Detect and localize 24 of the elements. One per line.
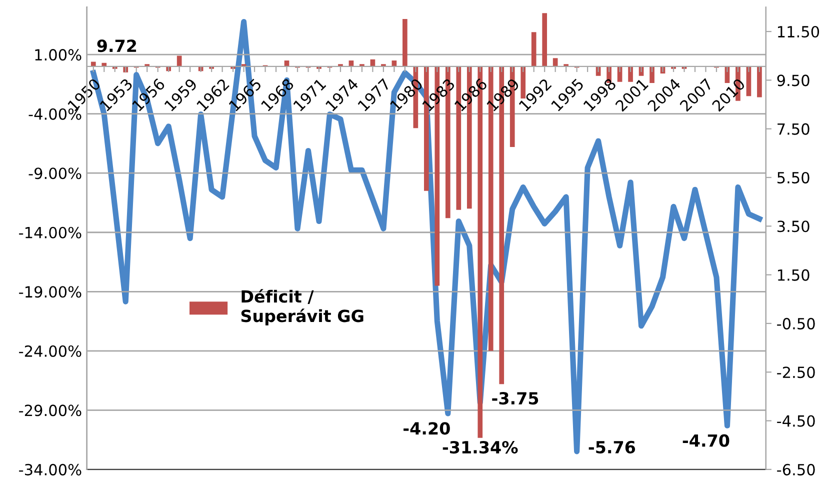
y-tick-label: -29.00% [19, 404, 82, 416]
y2-tick-label: 7.50 [778, 123, 810, 135]
y-tick-label: -34.00% [19, 464, 82, 476]
y2-tick-label: -0.50 [777, 318, 815, 330]
y2-tick-label: 9.50 [777, 74, 810, 86]
y-tick-label: -9.00% [28, 168, 82, 180]
data-label: 9.72 [97, 40, 136, 52]
y-tick-label: 1.00% [35, 49, 82, 61]
data-label: -4.20 [404, 422, 450, 435]
data-label: -31.34% [442, 440, 518, 454]
y2-tick-label: 3.50 [777, 220, 810, 232]
legend-label: Déficit / Superávit GG [241, 289, 364, 326]
data-label: -4.70 [682, 434, 730, 447]
y2-tick-label: 1.50 [778, 269, 810, 281]
y-tick-label: -24.00% [19, 345, 82, 357]
y-tick-label: -14.00% [19, 226, 82, 238]
y-tick-label: -19.00% [19, 286, 82, 298]
y2-tick-label: -2.50 [777, 366, 815, 378]
y2-tick-label: 5.50 [777, 172, 810, 184]
y2-tick-label: 11.50 [778, 26, 820, 38]
y2-tick-label: -4.50 [777, 415, 815, 427]
data-label: -3.75 [492, 392, 538, 405]
data-label: -5.76 [588, 440, 636, 454]
y2-tick-label: -6.50 [777, 464, 815, 476]
